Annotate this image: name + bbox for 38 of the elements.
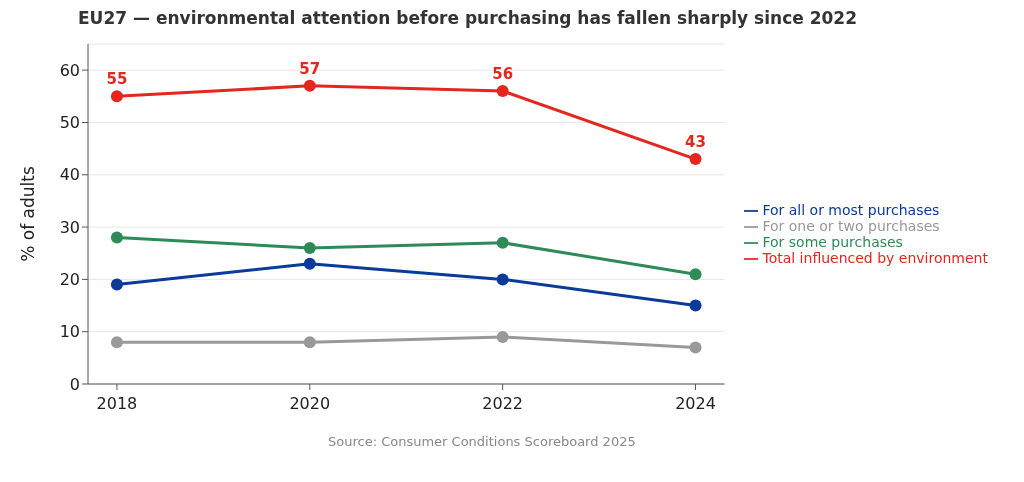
y-tick-label: 0 bbox=[69, 374, 80, 394]
legend-label: For one or two purchases bbox=[762, 218, 940, 234]
x-tick-label: 2022 bbox=[482, 394, 524, 414]
point bbox=[689, 299, 702, 312]
chart-title: EU27 — environmental attention before purchasing has fallen sharply since 2022 bbox=[77, 8, 858, 30]
y-axis-title: % of adults bbox=[18, 166, 39, 262]
x-tick-label: 2018 bbox=[96, 394, 138, 414]
point bbox=[110, 336, 123, 349]
point bbox=[303, 257, 316, 270]
data-label: 57 bbox=[299, 59, 321, 78]
legend-label: For all or most purchases bbox=[762, 202, 940, 218]
y-tick-label: 10 bbox=[59, 322, 80, 342]
point bbox=[303, 336, 316, 349]
data-label: 55 bbox=[106, 70, 128, 89]
data-label: 43 bbox=[685, 133, 706, 152]
y-tick-label: 20 bbox=[59, 270, 80, 290]
x-tick-label: 2024 bbox=[675, 394, 716, 414]
point bbox=[496, 330, 509, 343]
y-tick-label: 60 bbox=[59, 60, 80, 80]
point bbox=[496, 236, 509, 249]
x-tick-label: 2020 bbox=[289, 394, 331, 414]
point bbox=[689, 341, 702, 354]
point bbox=[303, 242, 316, 254]
source-note: Source: Consumer Conditions Scoreboard 2025 bbox=[327, 434, 637, 449]
y-tick-label: 30 bbox=[59, 217, 80, 237]
point bbox=[110, 278, 123, 291]
legend-label: For some purchases bbox=[762, 234, 903, 250]
legend-label: Total influenced by environment bbox=[762, 250, 988, 266]
point bbox=[303, 79, 316, 92]
point bbox=[110, 90, 123, 103]
point bbox=[689, 268, 702, 281]
point bbox=[496, 273, 509, 286]
point bbox=[689, 153, 702, 166]
y-tick-label: 50 bbox=[59, 113, 80, 133]
point bbox=[496, 85, 509, 98]
data-label: 56 bbox=[492, 65, 514, 84]
point bbox=[110, 231, 123, 244]
y-tick-label: 40 bbox=[59, 165, 80, 185]
